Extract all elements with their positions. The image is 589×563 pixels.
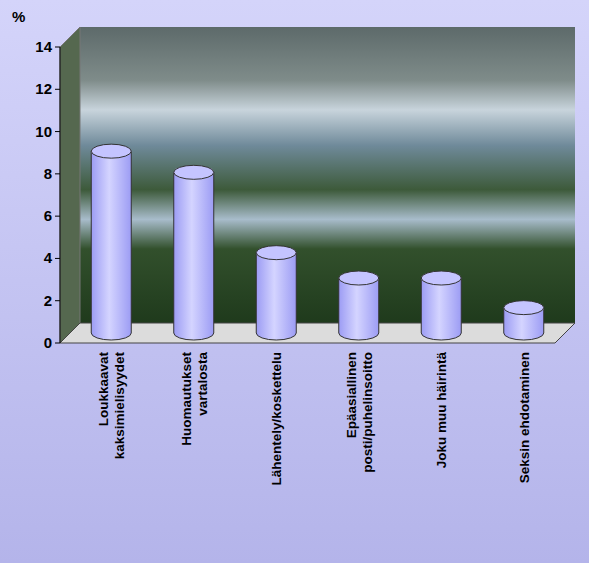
y-tick [55, 47, 60, 48]
label-line: Joku muu häirintä [434, 352, 449, 469]
label-line: posti/puhelinsoitto [360, 352, 375, 473]
x-tick-label: Seksin ehdotaminen [517, 352, 532, 483]
y-tick [55, 258, 60, 259]
label-line: kaksimielisyydet [112, 352, 127, 460]
y-tick [55, 131, 60, 132]
y-tick-label: 10 [35, 123, 52, 140]
y-tick-label: 0 [44, 334, 52, 351]
y-tick-label: 8 [44, 165, 52, 182]
y-tick [55, 216, 60, 217]
label-line: Seksin ehdotaminen [517, 352, 532, 483]
y-tick-label: 12 [35, 80, 52, 97]
chart: 0 2 4 6 8 10 12 14% Loukkaavatkaksimielisyydet Hu… [0, 0, 589, 563]
bar [339, 278, 379, 340]
label-line: Epäasiallinen [344, 352, 359, 438]
label-line: Huomautukset [179, 351, 194, 445]
x-tick-label: Joku muu häirintä [434, 352, 449, 469]
y-tick-label: 2 [44, 292, 52, 309]
x-tick-label: Lähentely/koskettelu [269, 352, 284, 486]
y-tick [55, 173, 60, 174]
bar [91, 151, 131, 340]
x-tick-label: Loukkaavatkaksimielisyydet [96, 352, 127, 460]
y-tick-label: 4 [44, 249, 53, 266]
bar-top [256, 246, 296, 260]
label-line: Lähentely/koskettelu [269, 352, 284, 486]
x-tick-label: Huomautuksetvartalosta [179, 351, 210, 445]
bar-top [421, 271, 461, 285]
y-axis [60, 47, 61, 343]
back-wall [80, 27, 575, 323]
x-tick-label: Epäasiallinenposti/puhelinsoitto [344, 352, 375, 473]
label-line: Loukkaavat [96, 352, 111, 427]
y-tick [55, 89, 60, 90]
bar [174, 172, 214, 340]
bar-top [174, 165, 214, 179]
bar [421, 278, 461, 340]
bar-top [91, 144, 131, 158]
bar-top [339, 271, 379, 285]
bar [256, 253, 296, 340]
side-wall [60, 27, 80, 343]
floor [60, 323, 575, 343]
y-tick [55, 343, 60, 344]
label-line: vartalosta [195, 352, 210, 416]
bar-top [504, 301, 544, 315]
y-tick-label: 6 [44, 207, 52, 224]
y-axis-title: % [12, 8, 25, 25]
y-tick-label: 14 [35, 38, 52, 55]
y-tick [55, 300, 60, 301]
